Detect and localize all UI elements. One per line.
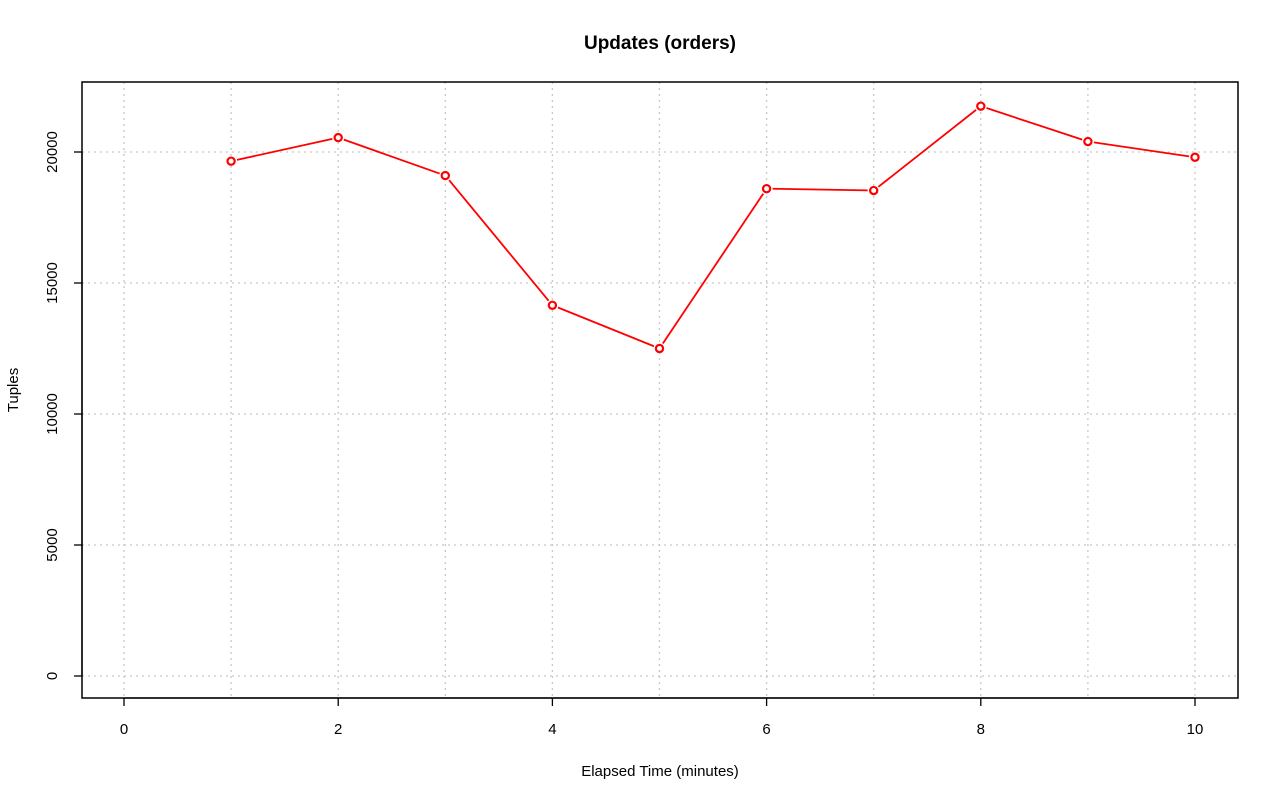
y-tick-label: 5000 (44, 528, 61, 561)
data-point (869, 185, 879, 196)
series-line-group (236, 107, 1190, 348)
series (226, 101, 1200, 354)
data-point (976, 101, 986, 111)
y-axis-label: Tuples (5, 368, 22, 412)
data-point (547, 300, 558, 310)
series-line-segment (448, 179, 550, 302)
series-line-segment (236, 138, 333, 161)
series-line-segment (557, 306, 655, 348)
y-tick-label: 20000 (44, 131, 61, 173)
chart-title: Updates (orders) (584, 33, 736, 54)
x-axis-label: Elapsed Time (minutes) (581, 763, 739, 780)
series-line-segment (986, 107, 1083, 141)
x-tick-label: 10 (1187, 721, 1204, 738)
x-tick-label: 4 (548, 721, 556, 738)
axes: 0 2 4 6 8 10 0 5000 10000 15000 20000 (44, 131, 1203, 738)
y-tick-label: 0 (44, 672, 61, 680)
x-tick-label: 6 (762, 721, 770, 738)
series-line-segment (877, 109, 977, 188)
series-line-segment (1093, 141, 1190, 158)
series-line-segment (772, 187, 868, 192)
y-tick-label: 10000 (44, 393, 61, 435)
x-tick-label: 2 (334, 721, 342, 738)
plot-frame (81, 81, 1239, 699)
data-point (1083, 136, 1093, 147)
x-tick-label: 8 (977, 721, 985, 738)
data-point (440, 170, 450, 181)
series-line-segment (343, 138, 440, 175)
data-point (1190, 152, 1200, 162)
data-point (333, 132, 343, 143)
y-tick-label: 15000 (44, 262, 61, 304)
series-line-segment (662, 193, 765, 345)
x-tick-label: 0 (120, 721, 128, 738)
data-point (761, 183, 772, 194)
data-point (654, 343, 665, 354)
data-point (226, 156, 236, 166)
grid (82, 82, 1238, 698)
